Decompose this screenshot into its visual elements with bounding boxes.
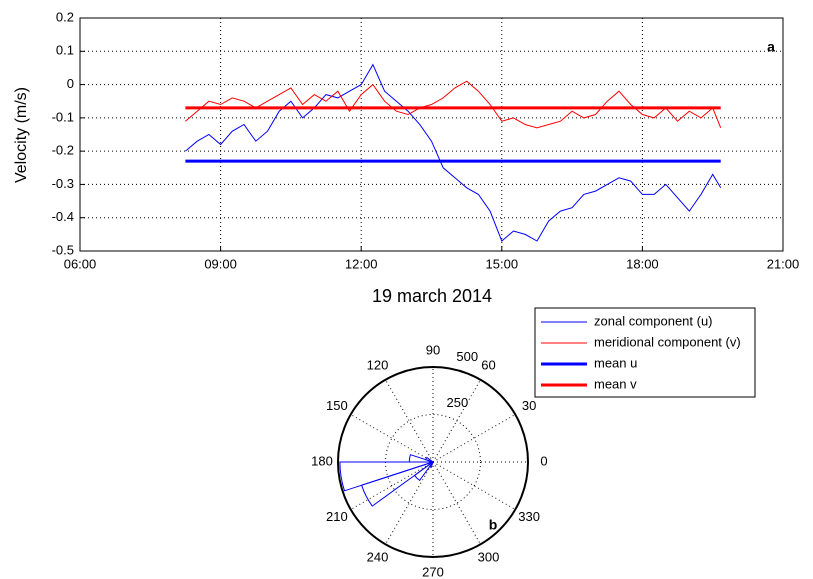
x-tick-label: 12:00 [345, 256, 378, 271]
x-tick-label: 06:00 [64, 256, 97, 271]
series-line [185, 63, 722, 242]
y-tick-label: -0.2 [52, 143, 74, 158]
rose-wedge [360, 461, 434, 507]
rose-wedge [408, 454, 434, 463]
theta-tick-label: 180 [311, 453, 333, 468]
panel-label: b [489, 517, 498, 533]
theta-tick-label: 90 [426, 342, 440, 357]
polar-spoke [432, 461, 481, 545]
x-tick-label: 15:00 [486, 256, 519, 271]
polar-spoke [385, 379, 434, 463]
legend-label: mean v [594, 376, 637, 391]
y-tick-label: -0.4 [52, 209, 74, 224]
y-tick-label: 0.2 [56, 9, 74, 24]
polar-outline [337, 366, 529, 558]
theta-tick-label: 30 [522, 398, 536, 413]
theta-tick-label: 210 [326, 509, 348, 524]
rose-wedge [428, 461, 434, 469]
series-line [185, 80, 722, 129]
x-axis-label: 19 march 2014 [372, 286, 492, 306]
y-tick-label: -0.5 [52, 242, 74, 257]
y-tick-label: -0.3 [52, 176, 74, 191]
theta-tick-label: 300 [478, 550, 500, 565]
r-tick-label: 500 [456, 349, 478, 364]
y-tick-label: 0.1 [56, 43, 74, 58]
y-tick-label: 0 [67, 76, 74, 91]
rose-wedge [339, 461, 434, 492]
r-tick-label: 250 [447, 395, 469, 410]
theta-tick-label: 0 [540, 453, 547, 468]
x-tick-label: 09:00 [204, 256, 237, 271]
y-axis-label: Velocity (m/s) [13, 87, 30, 183]
theta-tick-label: 270 [422, 564, 444, 579]
theta-tick-label: 120 [367, 357, 389, 372]
legend-label: meridional component (v) [594, 334, 741, 349]
theta-tick-label: 240 [367, 550, 389, 565]
legend [534, 307, 756, 398]
polar-spoke [432, 414, 516, 463]
theta-tick-label: 330 [518, 509, 540, 524]
theta-tick-label: 60 [481, 357, 495, 372]
polar-spoke [385, 461, 434, 545]
y-tick-label: -0.1 [52, 109, 74, 124]
polar-spoke [350, 414, 434, 463]
plot-frame [79, 17, 784, 252]
legend-label: mean u [594, 355, 637, 370]
rose-wedge [413, 461, 434, 482]
x-tick-label: 18:00 [626, 256, 659, 271]
theta-tick-label: 150 [326, 398, 348, 413]
panel-label: a [767, 39, 775, 55]
legend-label: zonal component (u) [594, 313, 713, 328]
x-tick-label: 21:00 [767, 256, 800, 271]
